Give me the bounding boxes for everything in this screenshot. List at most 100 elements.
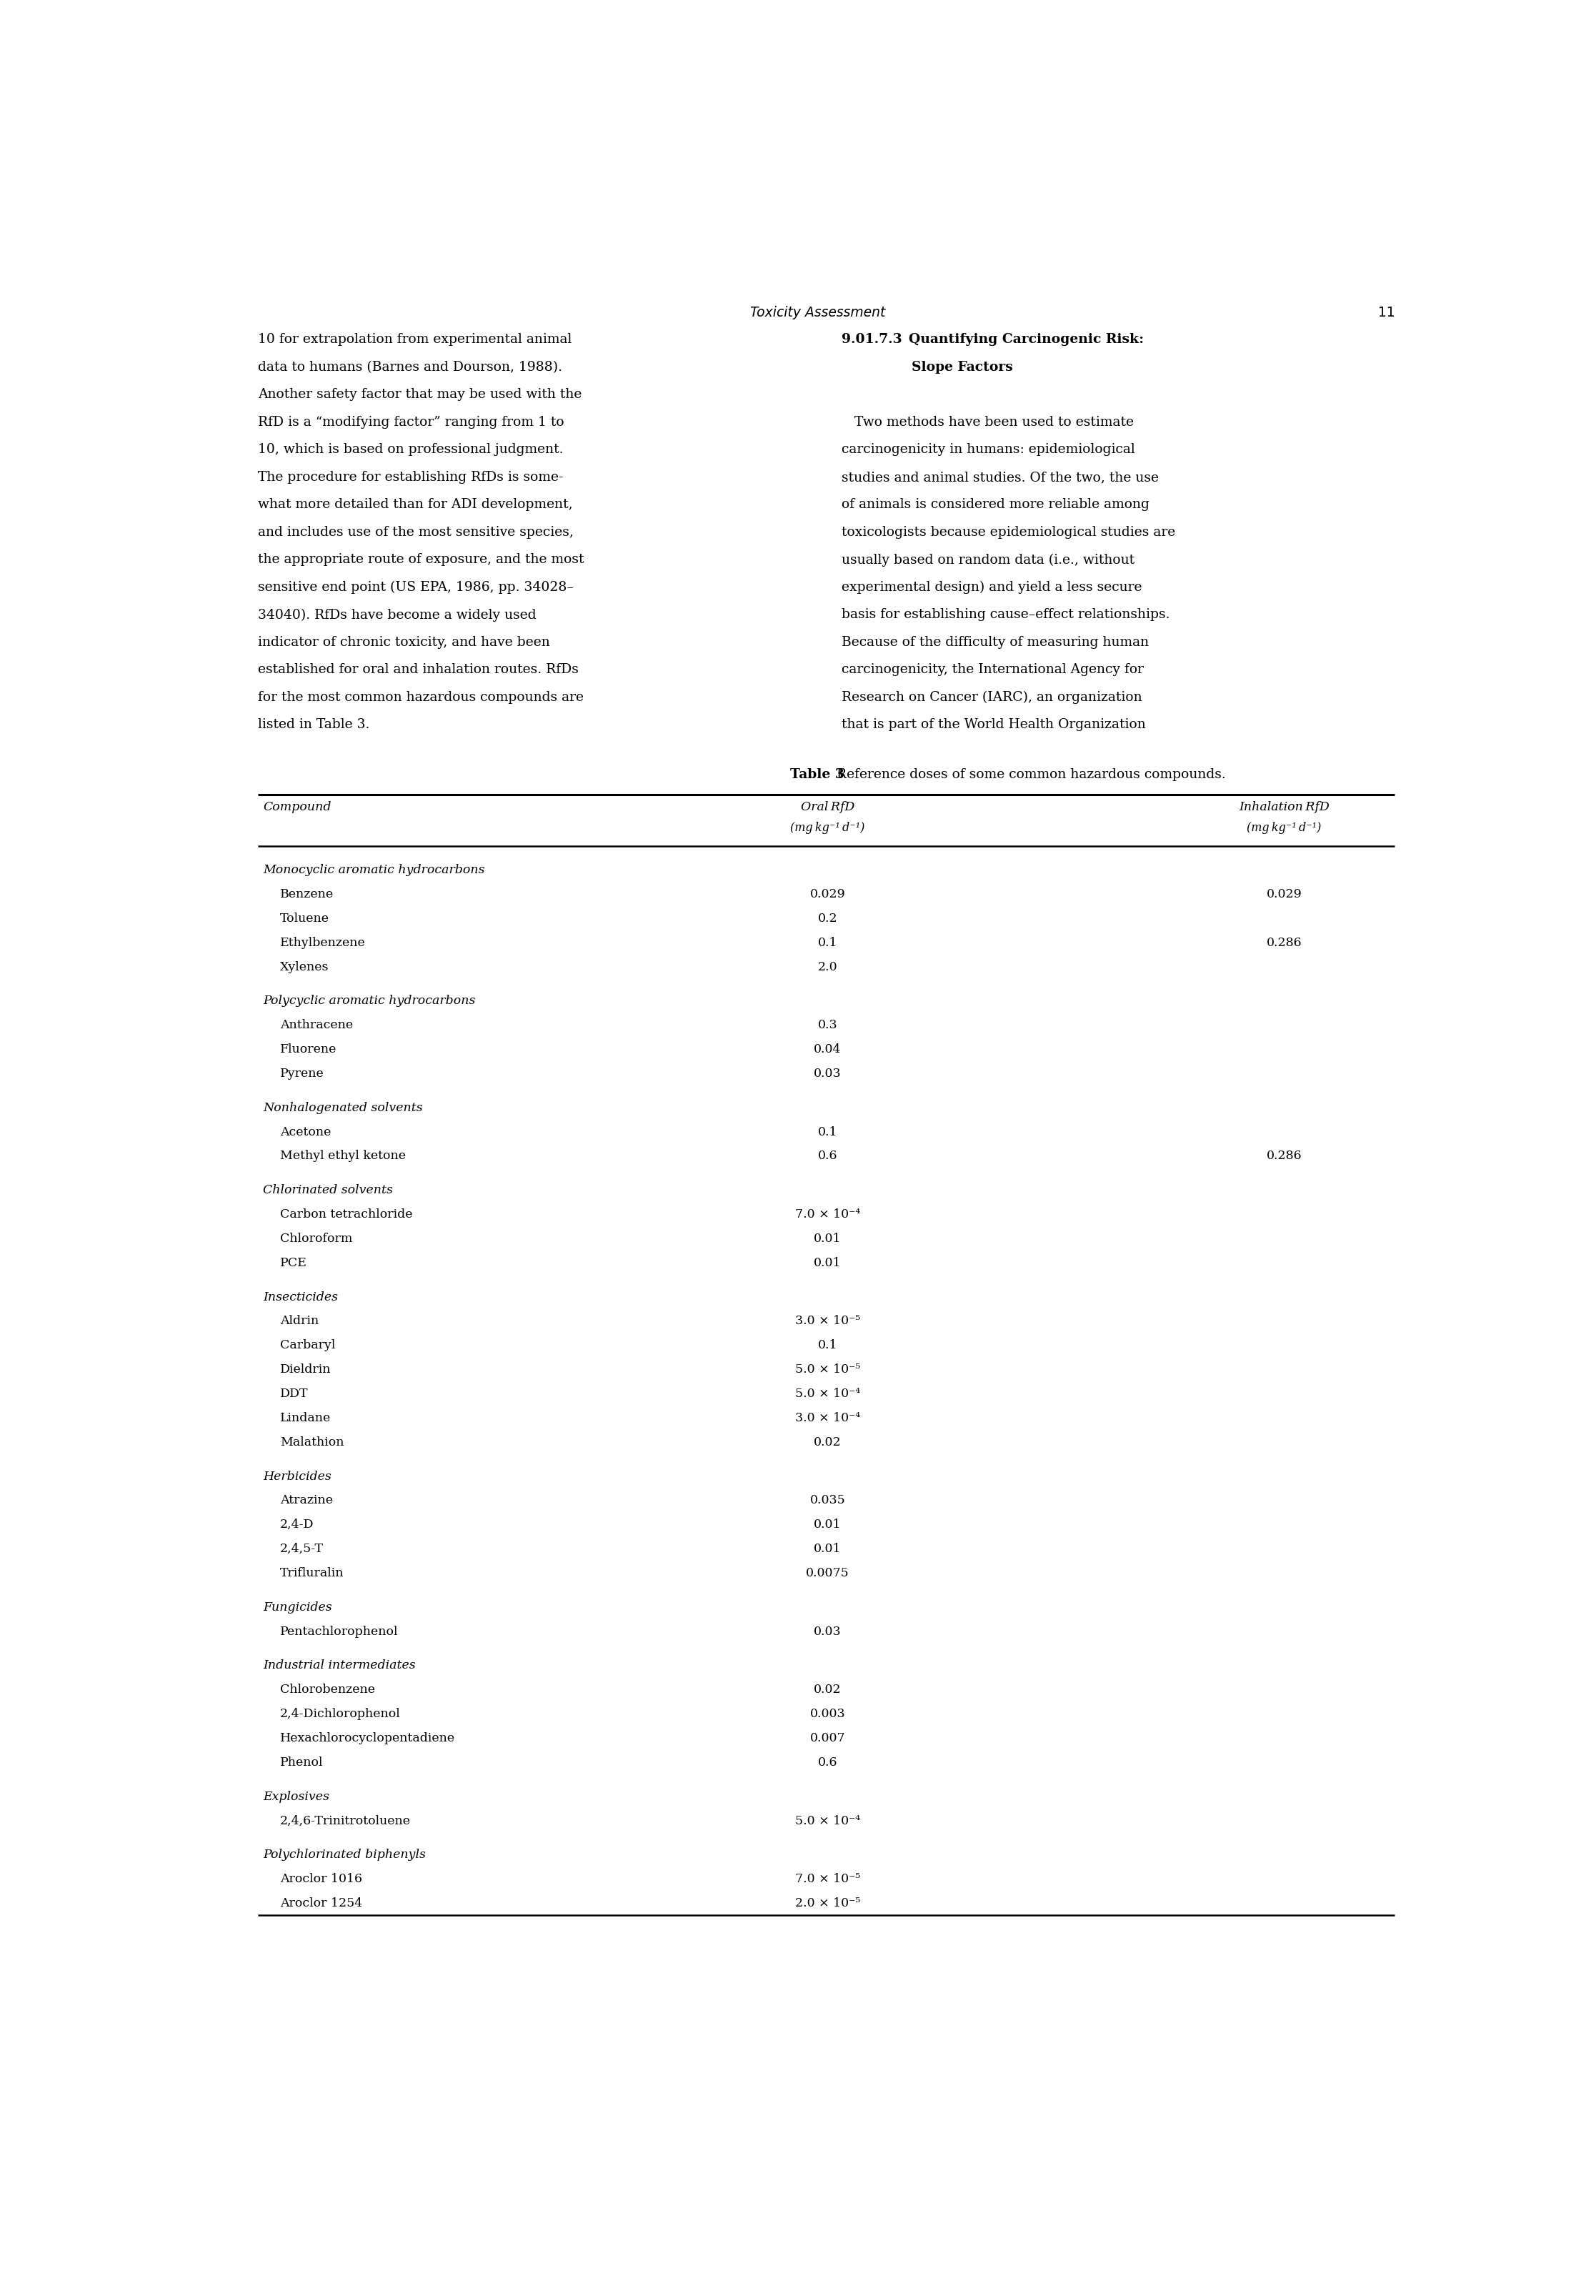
Text: carcinogenicity, the International Agency for: carcinogenicity, the International Agenc…: [841, 664, 1144, 677]
Text: Quantifying Carcinogenic Risk:: Quantifying Carcinogenic Risk:: [900, 333, 1144, 347]
Text: sensitive end point (US EPA, 1986, pp. 34028–: sensitive end point (US EPA, 1986, pp. 3…: [257, 581, 573, 595]
Text: 3.0 × 10⁻⁵: 3.0 × 10⁻⁵: [795, 1316, 860, 1327]
Text: of animals is considered more reliable among: of animals is considered more reliable a…: [841, 498, 1149, 512]
Text: 0.03: 0.03: [814, 1068, 841, 1079]
Text: Polycyclic aromatic hydrocarbons: Polycyclic aromatic hydrocarbons: [263, 994, 476, 1008]
Text: Pyrene: Pyrene: [279, 1068, 324, 1079]
Text: what more detailed than for ADI development,: what more detailed than for ADI developm…: [257, 498, 573, 512]
Text: Fungicides: Fungicides: [263, 1600, 332, 1614]
Text: 0.007: 0.007: [809, 1731, 846, 1745]
Text: Fluorene: Fluorene: [279, 1042, 337, 1056]
Text: Xylenes: Xylenes: [279, 960, 329, 974]
Text: 0.035: 0.035: [809, 1495, 846, 1506]
Text: 0.0075: 0.0075: [806, 1568, 849, 1580]
Text: Methyl ethyl ketone: Methyl ethyl ketone: [279, 1150, 405, 1162]
Text: Ethylbenzene: Ethylbenzene: [279, 937, 365, 948]
Text: 0.3: 0.3: [817, 1019, 838, 1031]
Text: 0.6: 0.6: [817, 1150, 838, 1162]
Text: (mg kg⁻¹ d⁻¹): (mg kg⁻¹ d⁻¹): [790, 822, 865, 833]
Text: 0.02: 0.02: [814, 1683, 841, 1697]
Text: 7.0 × 10⁻⁴: 7.0 × 10⁻⁴: [795, 1208, 860, 1221]
Text: data to humans (Barnes and Dourson, 1988).: data to humans (Barnes and Dourson, 1988…: [257, 360, 562, 374]
Text: and includes use of the most sensitive species,: and includes use of the most sensitive s…: [257, 526, 573, 540]
Text: 3.0 × 10⁻⁴: 3.0 × 10⁻⁴: [795, 1412, 860, 1424]
Text: Oral RfD: Oral RfD: [801, 801, 854, 813]
Text: Malathion: Malathion: [279, 1437, 343, 1449]
Text: (mg kg⁻¹ d⁻¹): (mg kg⁻¹ d⁻¹): [1246, 822, 1321, 833]
Text: Two methods have been used to estimate: Two methods have been used to estimate: [841, 416, 1133, 429]
Text: 0.286: 0.286: [1266, 1150, 1302, 1162]
Text: established for oral and inhalation routes. RfDs: established for oral and inhalation rout…: [257, 664, 578, 677]
Text: 7.0 × 10⁻⁵: 7.0 × 10⁻⁵: [795, 1874, 860, 1885]
Text: basis for establishing cause–effect relationships.: basis for establishing cause–effect rela…: [841, 608, 1170, 622]
Text: 0.1: 0.1: [817, 1125, 838, 1139]
Text: 0.03: 0.03: [814, 1626, 841, 1637]
Text: Hexachlorocyclopentadiene: Hexachlorocyclopentadiene: [279, 1731, 455, 1745]
Text: the appropriate route of exposure, and the most: the appropriate route of exposure, and t…: [257, 553, 584, 567]
Text: 11: 11: [1377, 305, 1395, 319]
Text: Another safety factor that may be used with the: Another safety factor that may be used w…: [257, 388, 581, 402]
Text: 0.2: 0.2: [817, 912, 838, 925]
Text: 0.6: 0.6: [817, 1756, 838, 1768]
Text: 5.0 × 10⁻⁴: 5.0 × 10⁻⁴: [795, 1814, 860, 1828]
Text: Industrial intermediates: Industrial intermediates: [263, 1660, 417, 1671]
Text: Research on Cancer (IARC), an organization: Research on Cancer (IARC), an organizati…: [841, 691, 1143, 705]
Text: 0.029: 0.029: [1266, 889, 1302, 900]
Text: 2.0: 2.0: [817, 960, 838, 974]
Text: The procedure for establishing RfDs is some-: The procedure for establishing RfDs is s…: [257, 471, 563, 484]
Text: Because of the difficulty of measuring human: Because of the difficulty of measuring h…: [841, 636, 1149, 650]
Text: Benzene: Benzene: [279, 889, 334, 900]
Text: Chlorobenzene: Chlorobenzene: [279, 1683, 375, 1697]
Text: 2,4,5-T: 2,4,5-T: [279, 1543, 324, 1554]
Text: Compound: Compound: [263, 801, 332, 813]
Text: 0.04: 0.04: [814, 1042, 841, 1056]
Text: 2,4-Dichlorophenol: 2,4-Dichlorophenol: [279, 1708, 401, 1720]
Text: 2,4,6-Trinitrotoluene: 2,4,6-Trinitrotoluene: [279, 1814, 410, 1828]
Text: 0.1: 0.1: [817, 937, 838, 948]
Text: 34040). RfDs have become a widely used: 34040). RfDs have become a widely used: [257, 608, 536, 622]
Text: Polychlorinated biphenyls: Polychlorinated biphenyls: [263, 1848, 426, 1862]
Text: Nonhalogenated solvents: Nonhalogenated solvents: [263, 1102, 423, 1114]
Text: Herbicides: Herbicides: [263, 1469, 332, 1483]
Text: Reference doses of some common hazardous compounds.: Reference doses of some common hazardous…: [828, 767, 1226, 781]
Text: that is part of the World Health Organization: that is part of the World Health Organiz…: [841, 719, 1146, 732]
Text: toxicologists because epidemiological studies are: toxicologists because epidemiological st…: [841, 526, 1175, 540]
Text: Aroclor 1254: Aroclor 1254: [279, 1896, 362, 1910]
Text: Anthracene: Anthracene: [279, 1019, 353, 1031]
Text: for the most common hazardous compounds are: for the most common hazardous compounds …: [257, 691, 584, 705]
Text: Aldrin: Aldrin: [279, 1316, 319, 1327]
Text: Chlorinated solvents: Chlorinated solvents: [263, 1185, 393, 1196]
Text: Trifluralin: Trifluralin: [279, 1568, 343, 1580]
Text: 9.01.7.3: 9.01.7.3: [841, 333, 902, 347]
Text: 0.01: 0.01: [814, 1256, 841, 1270]
Text: usually based on random data (i.e., without: usually based on random data (i.e., with…: [841, 553, 1135, 567]
Text: 2,4-D: 2,4-D: [279, 1518, 314, 1531]
Text: carcinogenicity in humans: epidemiological: carcinogenicity in humans: epidemiologic…: [841, 443, 1135, 457]
Text: indicator of chronic toxicity, and have been: indicator of chronic toxicity, and have …: [257, 636, 549, 650]
Text: 0.01: 0.01: [814, 1233, 841, 1244]
Text: 10, which is based on professional judgment.: 10, which is based on professional judgm…: [257, 443, 563, 457]
Text: Pentachlorophenol: Pentachlorophenol: [279, 1626, 397, 1637]
Text: DDT: DDT: [279, 1387, 308, 1401]
Text: 0.01: 0.01: [814, 1518, 841, 1531]
Text: 5.0 × 10⁻⁵: 5.0 × 10⁻⁵: [795, 1364, 860, 1375]
Text: Monocyclic aromatic hydrocarbons: Monocyclic aromatic hydrocarbons: [263, 863, 485, 877]
Text: 0.1: 0.1: [817, 1339, 838, 1352]
Text: 5.0 × 10⁻⁴: 5.0 × 10⁻⁴: [795, 1387, 860, 1401]
Text: listed in Table 3.: listed in Table 3.: [257, 719, 369, 732]
Text: 2.0 × 10⁻⁵: 2.0 × 10⁻⁵: [795, 1896, 860, 1910]
Text: Table 3: Table 3: [790, 767, 844, 781]
Text: Lindane: Lindane: [279, 1412, 330, 1424]
Text: Carbon tetrachloride: Carbon tetrachloride: [279, 1208, 412, 1221]
Text: Chloroform: Chloroform: [279, 1233, 353, 1244]
Text: studies and animal studies. Of the two, the use: studies and animal studies. Of the two, …: [841, 471, 1159, 484]
Text: 0.286: 0.286: [1266, 937, 1302, 948]
Text: RfD is a “modifying factor” ranging from 1 to: RfD is a “modifying factor” ranging from…: [257, 416, 563, 429]
Text: Carbaryl: Carbaryl: [279, 1339, 335, 1352]
Text: 0.029: 0.029: [809, 889, 846, 900]
Text: Toluene: Toluene: [279, 912, 329, 925]
Text: 10 for extrapolation from experimental animal: 10 for extrapolation from experimental a…: [257, 333, 571, 347]
Text: 0.01: 0.01: [814, 1543, 841, 1554]
Text: Acetone: Acetone: [279, 1125, 330, 1139]
Text: Explosives: Explosives: [263, 1791, 329, 1802]
